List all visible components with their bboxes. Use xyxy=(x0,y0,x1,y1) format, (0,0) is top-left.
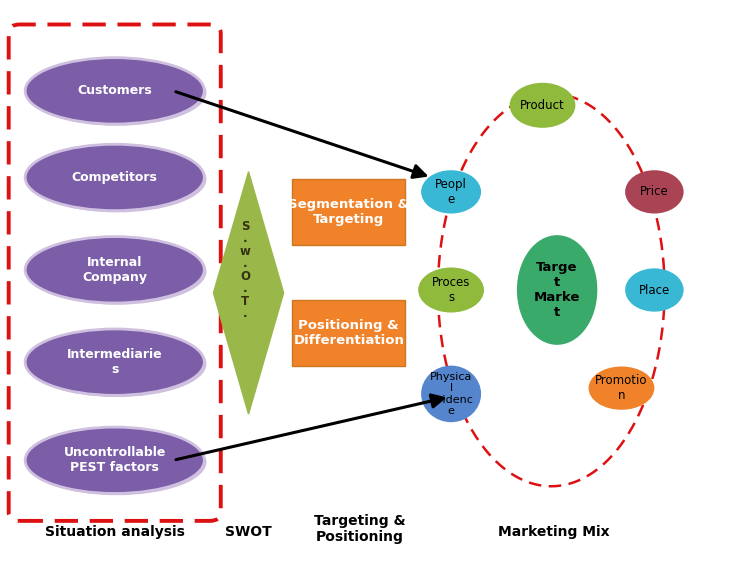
Ellipse shape xyxy=(27,429,206,495)
Text: Targe
t
Marke
t: Targe t Marke t xyxy=(534,261,581,319)
Ellipse shape xyxy=(625,170,683,213)
Text: Situation analysis: Situation analysis xyxy=(45,525,185,539)
Text: Proces
s: Proces s xyxy=(432,276,470,304)
Text: Peopl
e: Peopl e xyxy=(435,178,467,206)
Text: Promotio
n: Promotio n xyxy=(595,374,647,402)
Polygon shape xyxy=(214,172,283,414)
Ellipse shape xyxy=(25,57,204,124)
Ellipse shape xyxy=(509,83,575,128)
Text: Product: Product xyxy=(520,99,565,112)
Text: SWOT: SWOT xyxy=(225,525,272,539)
Text: Targeting &
Positioning: Targeting & Positioning xyxy=(314,514,405,544)
Ellipse shape xyxy=(625,269,683,311)
Ellipse shape xyxy=(421,170,481,213)
Text: Marketing Mix: Marketing Mix xyxy=(498,525,609,539)
Text: Internal
Company: Internal Company xyxy=(82,256,148,284)
Text: Uncontrollable
PEST factors: Uncontrollable PEST factors xyxy=(64,446,166,474)
Text: Competitors: Competitors xyxy=(72,171,158,184)
Text: Place: Place xyxy=(639,284,670,296)
Ellipse shape xyxy=(27,238,206,304)
FancyBboxPatch shape xyxy=(292,179,405,245)
Text: Physica
l
evidenc
e: Physica l evidenc e xyxy=(429,372,473,416)
Text: Segmentation &
Targeting: Segmentation & Targeting xyxy=(288,198,410,226)
Ellipse shape xyxy=(27,59,206,126)
Text: S
.
w
.
O
.
T
.: S . w . O . T . xyxy=(239,220,250,320)
Ellipse shape xyxy=(25,144,204,211)
Text: Positioning &
Differentiation: Positioning & Differentiation xyxy=(294,320,404,347)
Ellipse shape xyxy=(27,146,206,212)
Ellipse shape xyxy=(25,237,204,303)
Ellipse shape xyxy=(517,235,597,345)
Ellipse shape xyxy=(418,267,484,313)
Text: Price: Price xyxy=(640,186,669,198)
Ellipse shape xyxy=(25,427,204,494)
Ellipse shape xyxy=(27,331,206,397)
Text: Customers: Customers xyxy=(77,84,152,97)
Ellipse shape xyxy=(25,329,204,396)
Text: Intermediarie
s: Intermediarie s xyxy=(67,348,162,376)
Ellipse shape xyxy=(589,367,655,410)
FancyBboxPatch shape xyxy=(292,300,405,367)
Ellipse shape xyxy=(421,365,481,422)
